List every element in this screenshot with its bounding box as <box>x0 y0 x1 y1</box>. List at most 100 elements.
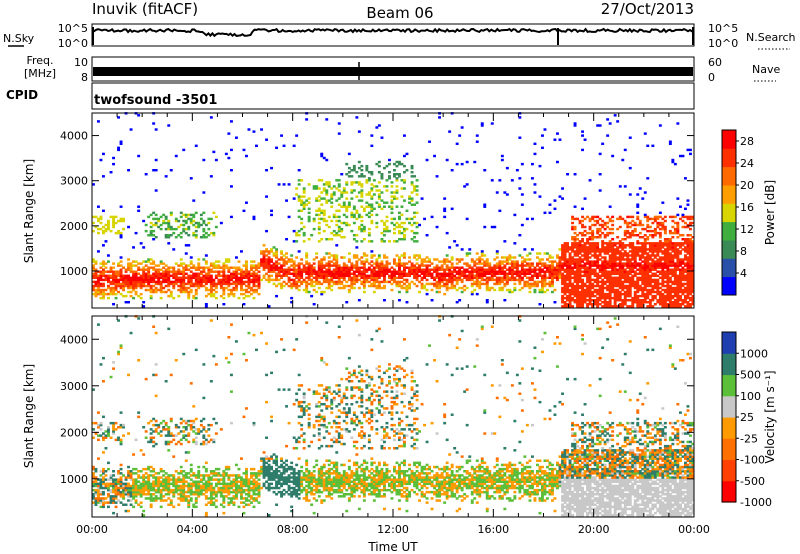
power-cell <box>362 264 366 267</box>
power-cell <box>398 162 401 166</box>
power-cell <box>217 274 221 278</box>
power-cell <box>518 234 522 237</box>
power-cell <box>360 276 364 280</box>
power-cell <box>335 244 339 247</box>
beam-title: Beam 06 <box>366 4 433 22</box>
power-cell <box>485 301 489 304</box>
velocity-cell <box>119 438 123 442</box>
power-cell <box>255 276 258 280</box>
power-cell <box>405 227 409 231</box>
power-cell <box>270 248 274 251</box>
power-cell <box>302 264 306 267</box>
power-cell <box>603 303 607 306</box>
power-cell <box>277 282 281 286</box>
power-cell <box>684 296 687 300</box>
power-cell <box>137 209 141 213</box>
power-cell <box>498 260 502 263</box>
power-cell <box>347 258 351 261</box>
power-cell <box>613 284 617 288</box>
power-cell <box>598 227 602 231</box>
power-cell <box>403 268 406 271</box>
power-cell <box>320 211 324 215</box>
power-cell <box>360 164 364 168</box>
y-tick-label: 1000 <box>60 265 88 278</box>
velocity-cell <box>107 434 110 437</box>
power-cell <box>149 280 153 284</box>
velocity-cell <box>104 478 108 481</box>
power-cell <box>646 270 650 273</box>
power-cell <box>641 301 645 304</box>
power-cell <box>380 136 384 139</box>
power-cell <box>586 299 590 302</box>
power-cell <box>626 262 630 265</box>
power-cell <box>164 270 168 273</box>
power-cell <box>362 274 366 278</box>
power-cell <box>528 282 532 286</box>
power-cell <box>117 229 121 233</box>
power-cell <box>663 303 667 306</box>
power-cell <box>686 240 690 243</box>
power-cell <box>287 260 291 263</box>
velocity-cell <box>102 451 105 454</box>
power-cell <box>520 162 524 166</box>
power-cell <box>468 278 472 282</box>
power-cell <box>383 272 386 276</box>
power-cell <box>573 301 577 304</box>
power-cell <box>493 274 497 278</box>
power-cell <box>177 288 181 292</box>
power-cell <box>483 203 487 206</box>
power-cell <box>337 122 341 125</box>
power-cell <box>480 270 484 273</box>
power-cell <box>367 234 371 237</box>
power-cell <box>591 215 595 219</box>
power-cell <box>142 268 146 271</box>
power-cell <box>573 227 577 231</box>
power-cell <box>628 136 632 139</box>
power-cell <box>483 278 487 282</box>
power-cell <box>159 274 163 278</box>
power-cell <box>295 268 299 271</box>
power-cell <box>247 284 251 288</box>
power-cell <box>320 292 324 296</box>
power-cell <box>192 284 196 288</box>
power-cell <box>277 183 281 186</box>
power-cell <box>237 266 241 269</box>
power-cell <box>503 276 507 280</box>
power-cell <box>658 211 662 215</box>
power-cell <box>523 268 527 271</box>
colorbar-swatch <box>722 203 736 223</box>
freq-label-line2: [MHz] <box>24 67 56 80</box>
power-cell <box>235 276 238 280</box>
power-cell <box>668 280 672 284</box>
power-cell <box>581 296 585 300</box>
power-cell <box>423 284 427 288</box>
power-cell <box>573 288 577 292</box>
power-cell <box>332 276 336 280</box>
power-cell <box>282 270 286 273</box>
power-cell <box>656 290 660 294</box>
power-cell <box>262 274 266 278</box>
power-cell <box>159 272 163 276</box>
power-cell <box>598 292 602 296</box>
velocity-cell <box>94 478 98 481</box>
power-cell <box>616 262 620 265</box>
power-cell <box>618 284 622 288</box>
power-cell <box>425 278 429 282</box>
power-cell <box>438 116 442 119</box>
velocity-cell <box>94 497 98 500</box>
power-cell <box>543 274 547 278</box>
power-cell <box>189 262 193 265</box>
power-cell <box>438 284 442 288</box>
power-cell <box>400 225 404 229</box>
power-cell <box>197 280 201 284</box>
power-cell <box>97 288 100 292</box>
velocity-cell <box>102 486 105 490</box>
power-cell <box>350 268 354 271</box>
power-cell <box>633 264 637 267</box>
power-cell <box>458 286 462 290</box>
power-cell <box>483 282 487 286</box>
power-cell <box>598 252 602 255</box>
velocity-cell <box>99 497 103 500</box>
power-cell <box>357 160 361 164</box>
power-cell <box>528 284 532 288</box>
